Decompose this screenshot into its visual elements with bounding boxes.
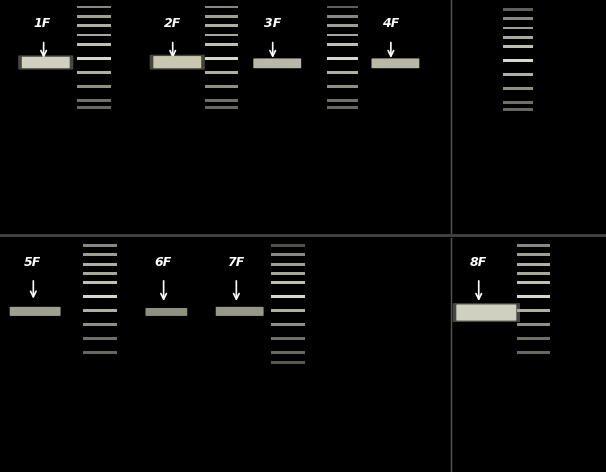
Text: 3F: 3F [264,17,281,30]
Bar [516,309,550,312]
Bar [503,101,533,104]
Bar [204,106,238,109]
Bar [327,15,358,18]
Bar [327,6,358,8]
Bar [503,26,533,29]
Bar [84,272,116,275]
Bar [204,43,238,46]
FancyBboxPatch shape [153,56,201,68]
Bar [78,34,110,36]
FancyBboxPatch shape [22,57,70,68]
Bar [204,6,238,8]
Bar [516,323,550,326]
Bar [78,99,110,102]
Bar [503,109,533,111]
Bar [327,99,358,102]
Bar [327,71,358,74]
Bar [516,337,550,340]
Bar [78,57,110,60]
Bar [503,73,533,76]
Bar [327,85,358,88]
FancyBboxPatch shape [150,55,205,70]
Bar [271,281,304,284]
Bar [78,43,110,46]
FancyBboxPatch shape [453,303,520,322]
Bar [78,24,110,27]
Bar [503,87,533,90]
Bar [84,351,116,354]
Bar [204,85,238,88]
Text: 1F: 1F [33,17,50,30]
Bar [503,45,533,48]
Bar [516,281,550,284]
Bar [271,262,304,266]
Bar [84,295,116,298]
Bar [78,106,110,109]
Bar [84,309,116,312]
Text: 6F: 6F [155,256,171,269]
Bar [327,57,358,60]
Bar [84,323,116,326]
Bar [204,57,238,60]
Bar [271,272,304,275]
Bar [204,99,238,102]
Bar [271,337,304,340]
FancyBboxPatch shape [253,59,301,68]
Bar [271,361,304,364]
FancyBboxPatch shape [10,307,61,316]
Text: 7F: 7F [227,256,244,269]
Bar [78,6,110,8]
Bar [271,323,304,326]
Bar [204,15,238,18]
Bar [516,272,550,275]
FancyBboxPatch shape [456,304,516,320]
Bar [78,71,110,74]
Bar [327,24,358,27]
Bar [516,262,550,266]
Bar [271,244,304,247]
FancyBboxPatch shape [216,307,264,316]
Bar [84,281,116,284]
Bar [327,34,358,36]
Text: 8F: 8F [470,256,487,269]
Bar [503,17,533,20]
Bar [84,262,116,266]
Bar [503,8,533,11]
Bar [327,106,358,109]
Bar [503,36,533,39]
Bar [271,253,304,256]
FancyBboxPatch shape [145,308,187,316]
Bar [84,337,116,340]
Text: 5F: 5F [24,256,41,269]
Text: 2F: 2F [164,17,181,30]
Bar [516,351,550,354]
Bar [78,85,110,88]
Bar [327,43,358,46]
Bar [271,351,304,354]
FancyBboxPatch shape [18,55,73,70]
Bar [516,295,550,298]
Bar [84,253,116,256]
Bar [516,244,550,247]
Bar [271,295,304,298]
Bar [78,15,110,18]
Text: 4F: 4F [382,17,399,30]
Bar [84,244,116,247]
Bar [516,253,550,256]
Bar [204,71,238,74]
Bar [503,59,533,62]
Bar [204,24,238,27]
Bar [271,309,304,312]
FancyBboxPatch shape [371,59,419,68]
Bar [204,34,238,36]
